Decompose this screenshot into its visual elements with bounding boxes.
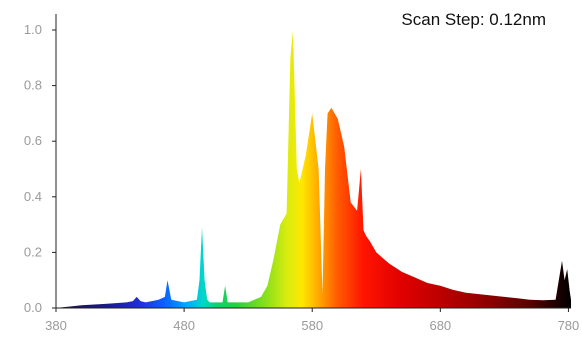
x-tick-label: 480: [173, 318, 195, 333]
x-tick-label: 580: [301, 318, 323, 333]
y-tick-label: 0.2: [24, 244, 42, 259]
x-tick-label: 680: [429, 318, 451, 333]
x-tick-label: 380: [45, 318, 67, 333]
x-tick-label: 780: [558, 318, 580, 333]
y-tick-label: 0.6: [24, 133, 42, 148]
spectrum-area: [56, 30, 571, 308]
y-tick-label: 0.0: [24, 300, 42, 315]
y-tick-label: 0.8: [24, 78, 42, 93]
y-tick-label: 1.0: [24, 22, 42, 37]
scan-step-annotation: Scan Step: 0.12nm: [401, 10, 546, 29]
y-tick-label: 0.4: [24, 189, 42, 204]
